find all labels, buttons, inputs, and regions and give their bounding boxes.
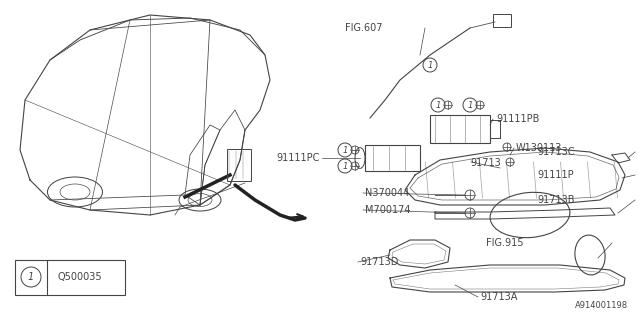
Text: 1: 1 — [467, 100, 473, 109]
Text: 91111PB: 91111PB — [496, 114, 540, 124]
Text: 1: 1 — [342, 162, 348, 171]
Text: A914001198: A914001198 — [575, 301, 628, 310]
Text: 91713A: 91713A — [480, 292, 517, 302]
Text: 91111PC: 91111PC — [276, 153, 320, 163]
Text: W130113: W130113 — [516, 143, 563, 153]
Text: FIG.915: FIG.915 — [486, 238, 524, 248]
Text: 1: 1 — [342, 146, 348, 155]
Text: N370044: N370044 — [365, 188, 409, 198]
Text: 91713B: 91713B — [538, 195, 575, 205]
Text: FIG.607: FIG.607 — [345, 23, 383, 33]
Text: 1: 1 — [428, 60, 433, 69]
Text: 91713C: 91713C — [538, 147, 575, 157]
Text: 91111P: 91111P — [538, 170, 574, 180]
Text: Q500035: Q500035 — [58, 272, 102, 282]
Text: 91713D: 91713D — [360, 257, 398, 267]
Text: 1: 1 — [28, 272, 34, 282]
Text: M700174: M700174 — [365, 205, 410, 215]
Text: 91713: 91713 — [470, 158, 501, 168]
Text: 1: 1 — [435, 100, 441, 109]
